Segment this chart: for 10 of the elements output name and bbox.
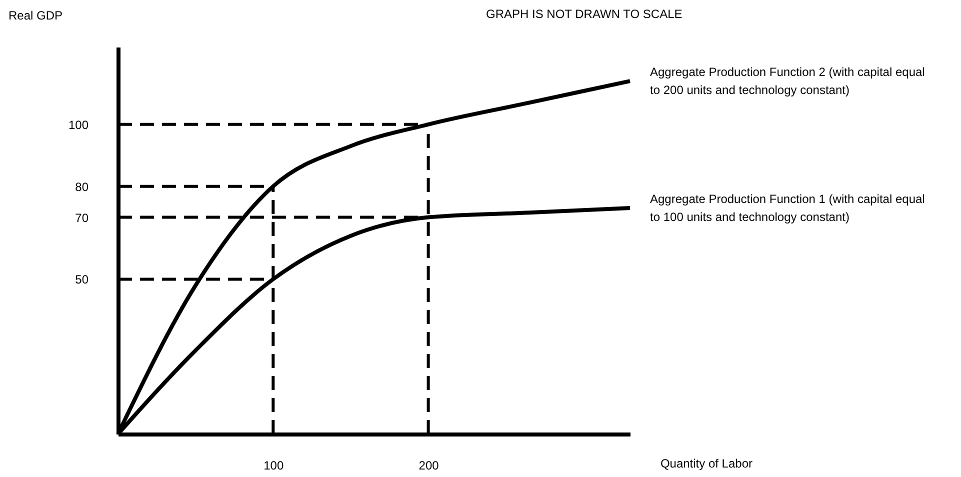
y-tick-label: 70 (75, 210, 89, 225)
y-tick-label: 100 (68, 118, 89, 132)
series-label: Aggregate Production Function 2 (with capital equal to 200 units and technology constant) (650, 65, 925, 98)
x-tick-label: 200 (418, 458, 440, 472)
x-axis-title: Quantity of Labor (660, 456, 752, 470)
y-tick-label: 50 (75, 272, 89, 287)
series-label: Aggregate Production Function 1 (with capital equal to 100 units and technology constant) (650, 192, 925, 224)
y-tick-label: 80 (75, 180, 89, 194)
chart-title: GRAPH IS NOT DRAWN TO SCALE (486, 7, 682, 21)
y-axis-title: Real GDP (8, 8, 63, 22)
